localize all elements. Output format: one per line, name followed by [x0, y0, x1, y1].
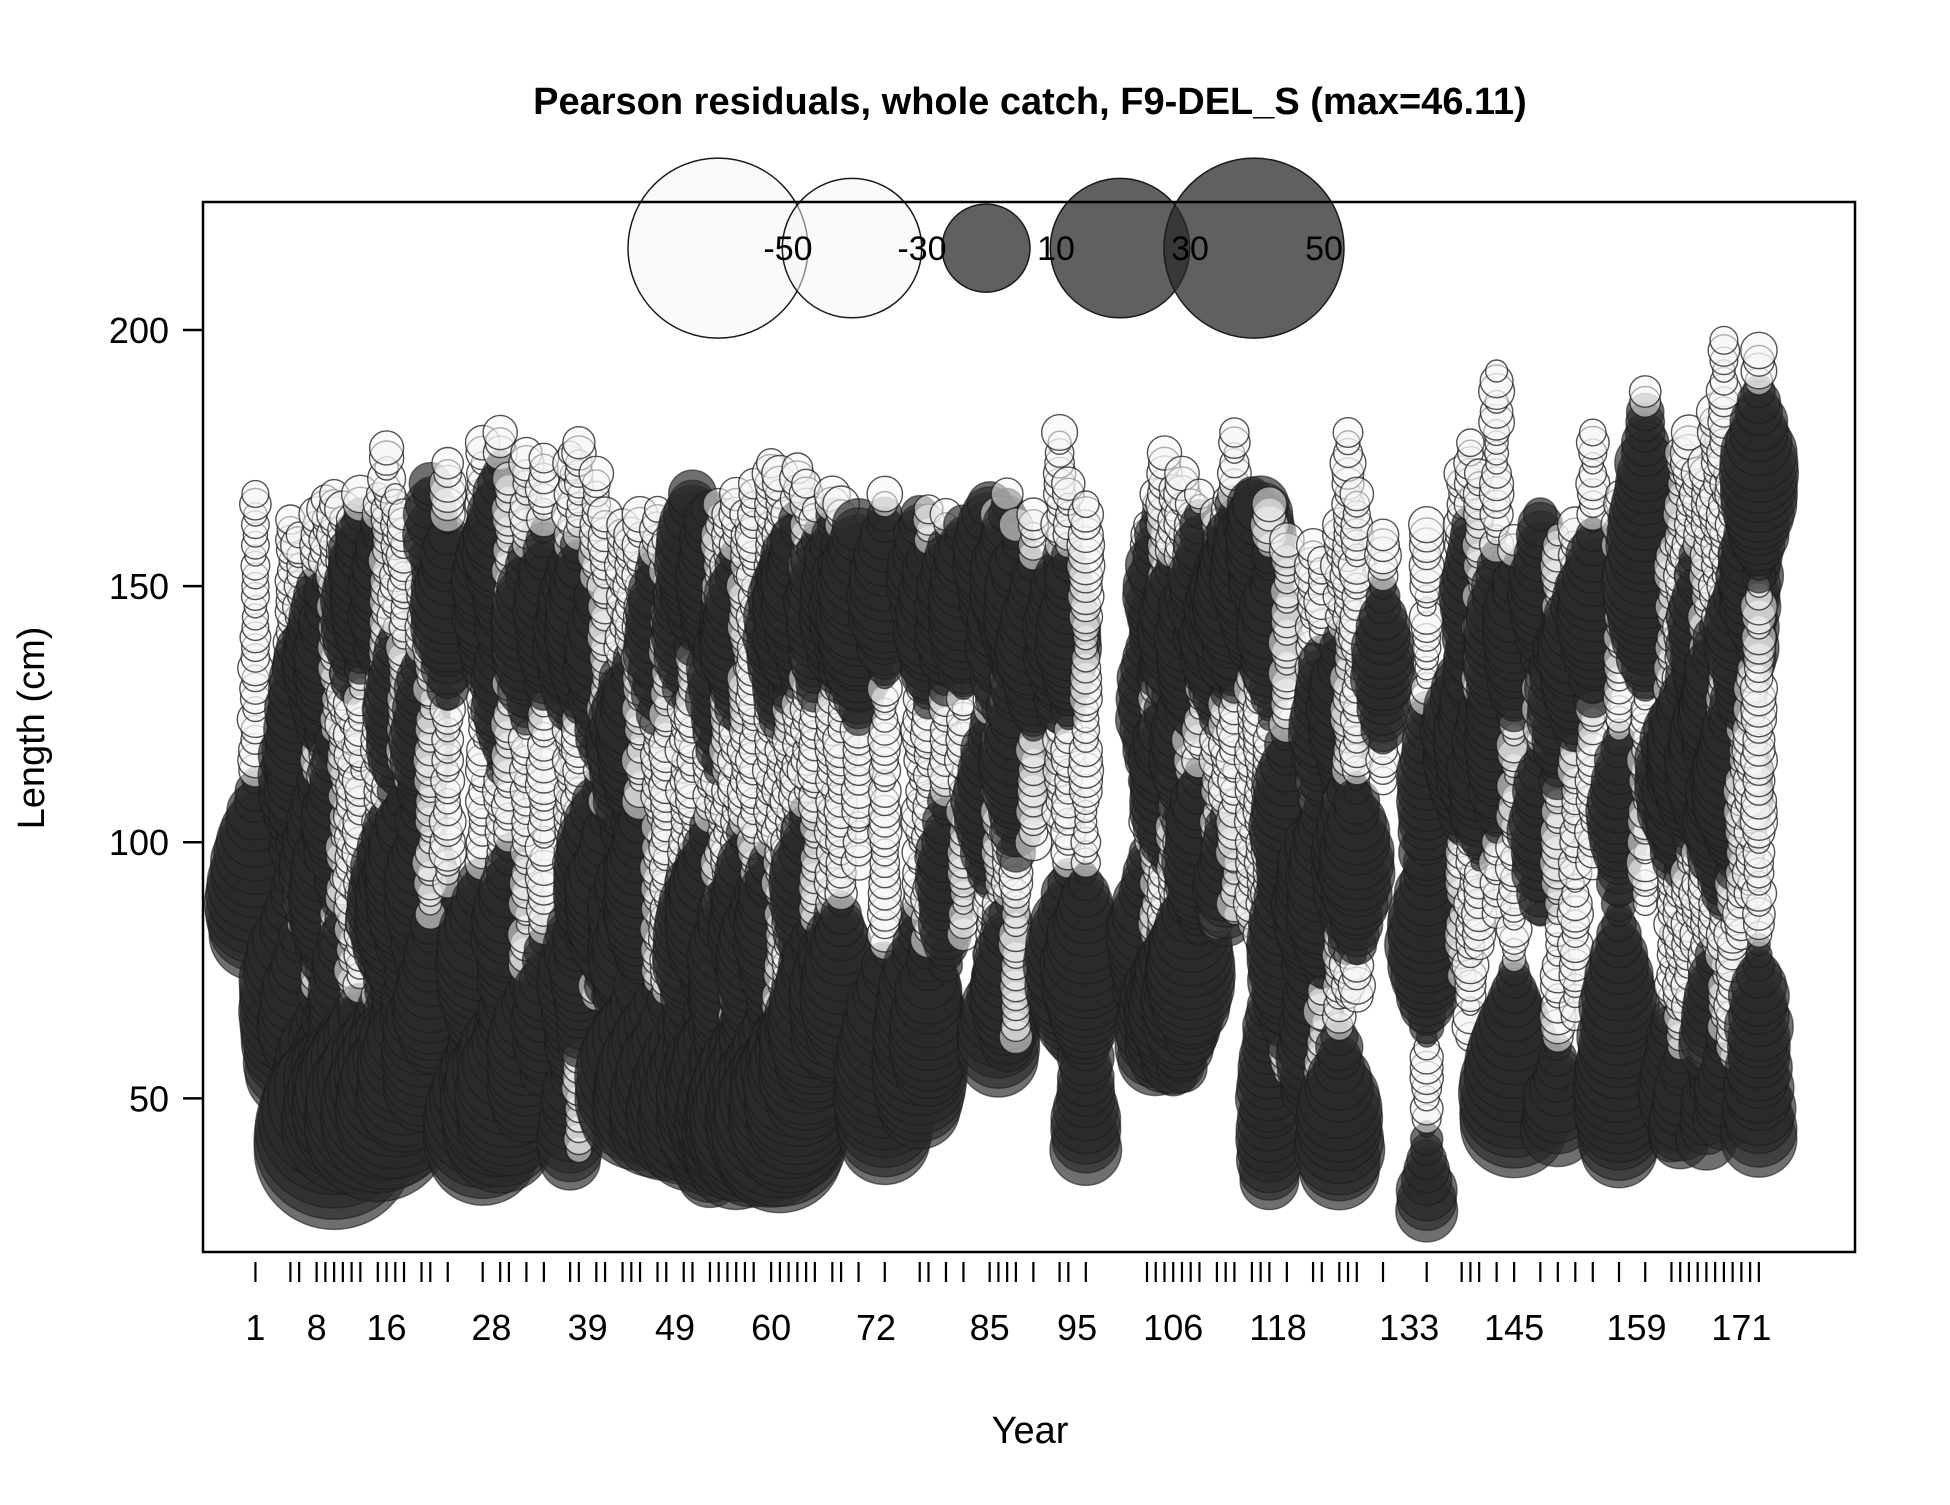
negative-residual-bubble — [1366, 518, 1400, 552]
negative-residual-bubble — [1484, 359, 1509, 383]
negative-residual-bubble — [431, 446, 465, 480]
plot-area — [203, 325, 1800, 1243]
chart-title: Pearson residuals, whole catch, F9-DEL_S… — [533, 81, 1527, 123]
negative-residual-bubble — [1456, 428, 1485, 458]
negative-residual-bubble — [1040, 413, 1079, 452]
negative-residual-bubble — [562, 426, 596, 460]
negative-residual-bubble — [1251, 486, 1288, 523]
negative-residual-bubble — [241, 479, 270, 509]
negative-residual-bubble — [482, 414, 519, 451]
negative-residual-bubble — [1219, 417, 1250, 448]
negative-residual-bubble — [866, 475, 904, 513]
negative-residual-bubble — [1407, 506, 1446, 544]
negative-residual-bubble — [1339, 476, 1375, 512]
negative-residual-bubble — [1332, 417, 1364, 449]
negative-residual-bubble — [368, 430, 405, 466]
residual-column — [409, 446, 487, 899]
negative-residual-bubble — [1071, 490, 1100, 519]
negative-residual-bubble — [990, 477, 1024, 511]
negative-residual-bubble — [578, 455, 615, 492]
